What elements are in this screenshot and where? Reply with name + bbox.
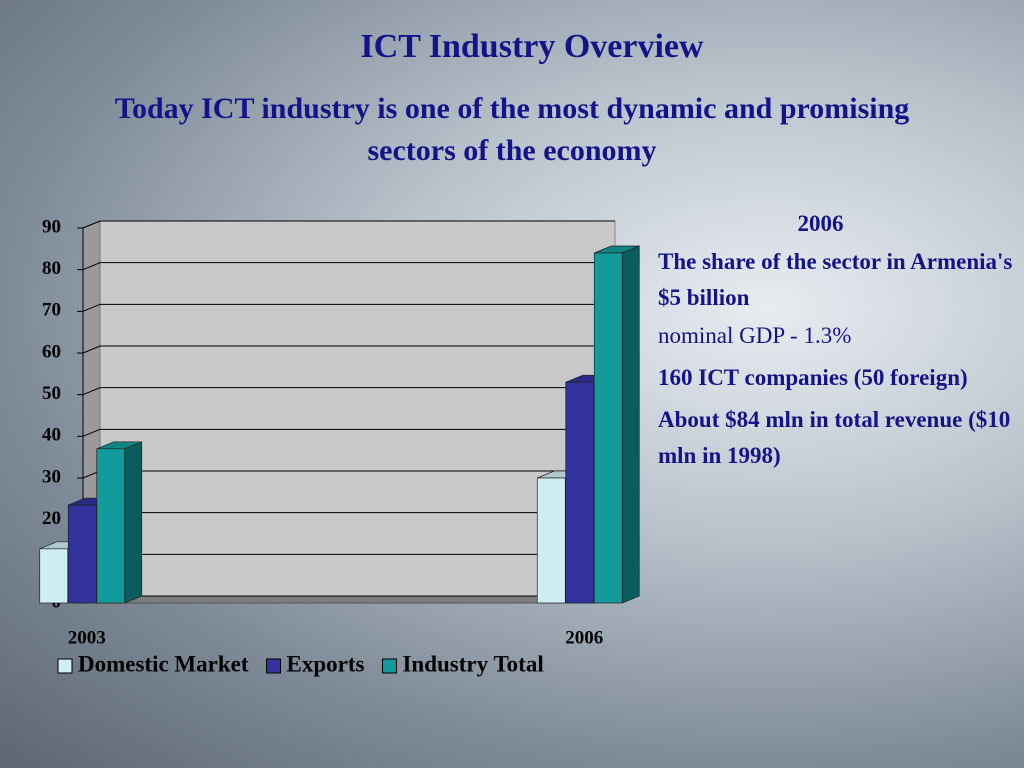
y-tick-label: 30: [42, 466, 61, 487]
y-tick-label: 20: [42, 508, 61, 529]
y-tick-label: 40: [42, 425, 61, 446]
side-item: •The share of the sector in Armenia's $5…: [628, 244, 1013, 316]
bar: [39, 548, 69, 604]
bar: [565, 381, 595, 604]
side-item-text: nominal GDP - 1.3%: [658, 323, 852, 348]
side-text: 2006 •The share of the sector in Armenia…: [628, 206, 1013, 480]
legend-swatch: [381, 658, 397, 674]
side-item-text: About $84 mln in total revenue ($10 mln …: [658, 407, 1011, 468]
y-tick-label: 60: [42, 341, 61, 362]
bar: [536, 477, 566, 604]
subtitle: Today ICT industry is one of the most dy…: [114, 92, 910, 167]
side-item: nominal GDP - 1.3%: [628, 318, 1013, 354]
legend-swatch: [266, 658, 282, 674]
side-item-text: 160 ICT companies (50 foreign): [658, 365, 968, 390]
legend-label: Industry Total: [402, 651, 543, 676]
grid-line: [82, 387, 615, 396]
legend-label: Exports: [287, 651, 365, 676]
side-item-text: The share of the sector in Armenia's $5 …: [658, 249, 1013, 310]
grid-line: [82, 345, 615, 354]
title: ICT Industry Overview: [360, 28, 704, 65]
bar-side: [124, 441, 143, 604]
floor: [82, 595, 616, 604]
legend-swatch: [57, 658, 73, 674]
bar: [96, 448, 126, 604]
bar: [593, 252, 623, 604]
grid-line: [82, 303, 615, 312]
bar-side: [621, 245, 640, 604]
y-tick-label: 80: [42, 258, 61, 279]
grid-line: [82, 220, 615, 229]
side-item: •About $84 mln in total revenue ($10 mln…: [628, 402, 1013, 474]
y-tick-label: 50: [42, 383, 61, 404]
x-tick-label: 2006: [565, 627, 603, 648]
y-tick-label: 90: [42, 216, 61, 237]
grid-line: [82, 428, 615, 437]
legend-label: Domestic Market: [78, 651, 249, 676]
side-heading: 2006: [797, 211, 844, 236]
grid-line: [82, 262, 615, 271]
y-tick-label: 70: [42, 300, 61, 321]
bar: [67, 504, 97, 604]
x-tick-label: 2003: [68, 627, 106, 648]
